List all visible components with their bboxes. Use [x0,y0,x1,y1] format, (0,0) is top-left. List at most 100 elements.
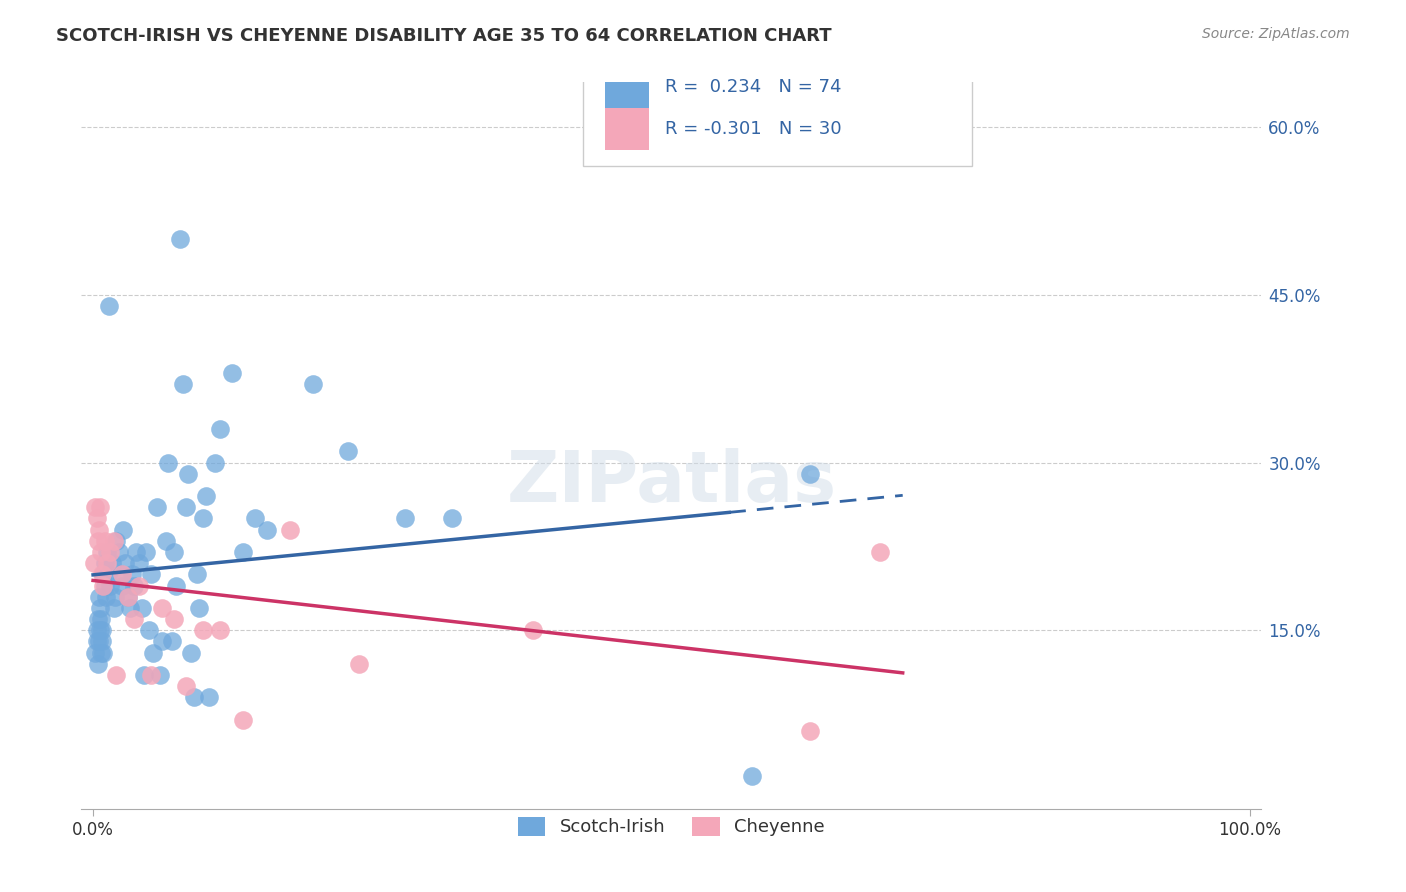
Point [163,612,186,626]
Point [186,567,208,582]
Point [93,646,115,660]
Text: R =  0.234   N = 74: R = 0.234 N = 74 [665,78,842,95]
Point [100,556,122,570]
Point [440,511,463,525]
Point [191,511,214,525]
Point [139,567,162,582]
Point [125,545,148,559]
Point [87,590,110,604]
Point [221,366,243,380]
Point [91,567,114,582]
Point [86,634,108,648]
Point [93,567,115,582]
Point [195,489,218,503]
Point [157,455,180,469]
Point [177,467,200,481]
Point [394,511,416,525]
Point [174,500,197,515]
FancyBboxPatch shape [583,42,972,166]
Point [128,556,150,570]
Point [94,590,117,604]
Point [105,668,128,682]
Point [84,646,107,660]
Point [96,545,118,559]
Point [111,567,134,582]
Point [232,545,254,559]
Point [90,612,112,626]
Point [183,690,205,705]
Point [122,612,145,626]
Point [278,523,301,537]
Point [243,511,266,525]
Point [84,500,107,515]
Point [160,634,183,648]
Point [121,567,143,582]
Point [86,657,108,671]
Point [89,600,111,615]
Point [152,600,174,615]
Point [135,545,157,559]
Point [163,545,186,559]
Text: R = -0.301   N = 30: R = -0.301 N = 30 [665,120,842,138]
Point [93,578,115,592]
Point [869,545,891,559]
Point [149,668,172,682]
Point [114,556,136,570]
Point [90,646,112,660]
Point [93,556,115,570]
Point [83,556,105,570]
Text: SCOTCH-IRISH VS CHEYENNE DISABILITY AGE 35 TO 64 CORRELATION CHART: SCOTCH-IRISH VS CHEYENNE DISABILITY AGE … [56,27,832,45]
Point [165,578,187,592]
Point [110,567,132,582]
Point [120,600,142,615]
Text: Source: ZipAtlas.com: Source: ZipAtlas.com [1202,27,1350,41]
Point [128,578,150,592]
FancyBboxPatch shape [606,67,650,109]
Point [103,533,125,548]
Point [103,600,125,615]
Point [117,590,139,604]
Point [172,377,194,392]
Point [180,646,202,660]
Point [142,646,165,660]
Point [86,533,108,548]
Point [188,600,211,615]
Point [86,612,108,626]
Point [122,578,145,592]
Point [107,545,129,559]
Point [117,590,139,604]
Point [89,624,111,638]
Point [152,634,174,648]
Point [336,444,359,458]
Point [112,523,135,537]
Point [100,578,122,592]
Point [96,556,118,570]
Point [91,634,114,648]
Point [87,523,110,537]
FancyBboxPatch shape [606,109,650,150]
Point [347,657,370,671]
Point [100,545,122,559]
Point [301,377,323,392]
Point [104,590,127,604]
Point [90,545,112,559]
Legend: Scotch-Irish, Cheyenne: Scotch-Irish, Cheyenne [510,810,832,844]
Point [232,713,254,727]
Point [197,690,219,705]
Point [111,578,134,592]
Point [132,668,155,682]
Point [93,578,115,592]
Point [98,299,121,313]
Text: ZIPatlas: ZIPatlas [506,448,837,516]
Point [256,523,278,537]
Point [91,624,114,638]
Point [209,422,232,436]
Point [131,600,153,615]
Point [169,232,191,246]
Point [191,624,214,638]
Point [87,634,110,648]
Point [209,624,232,638]
Point [89,500,111,515]
Point [139,668,162,682]
Point [86,511,108,525]
